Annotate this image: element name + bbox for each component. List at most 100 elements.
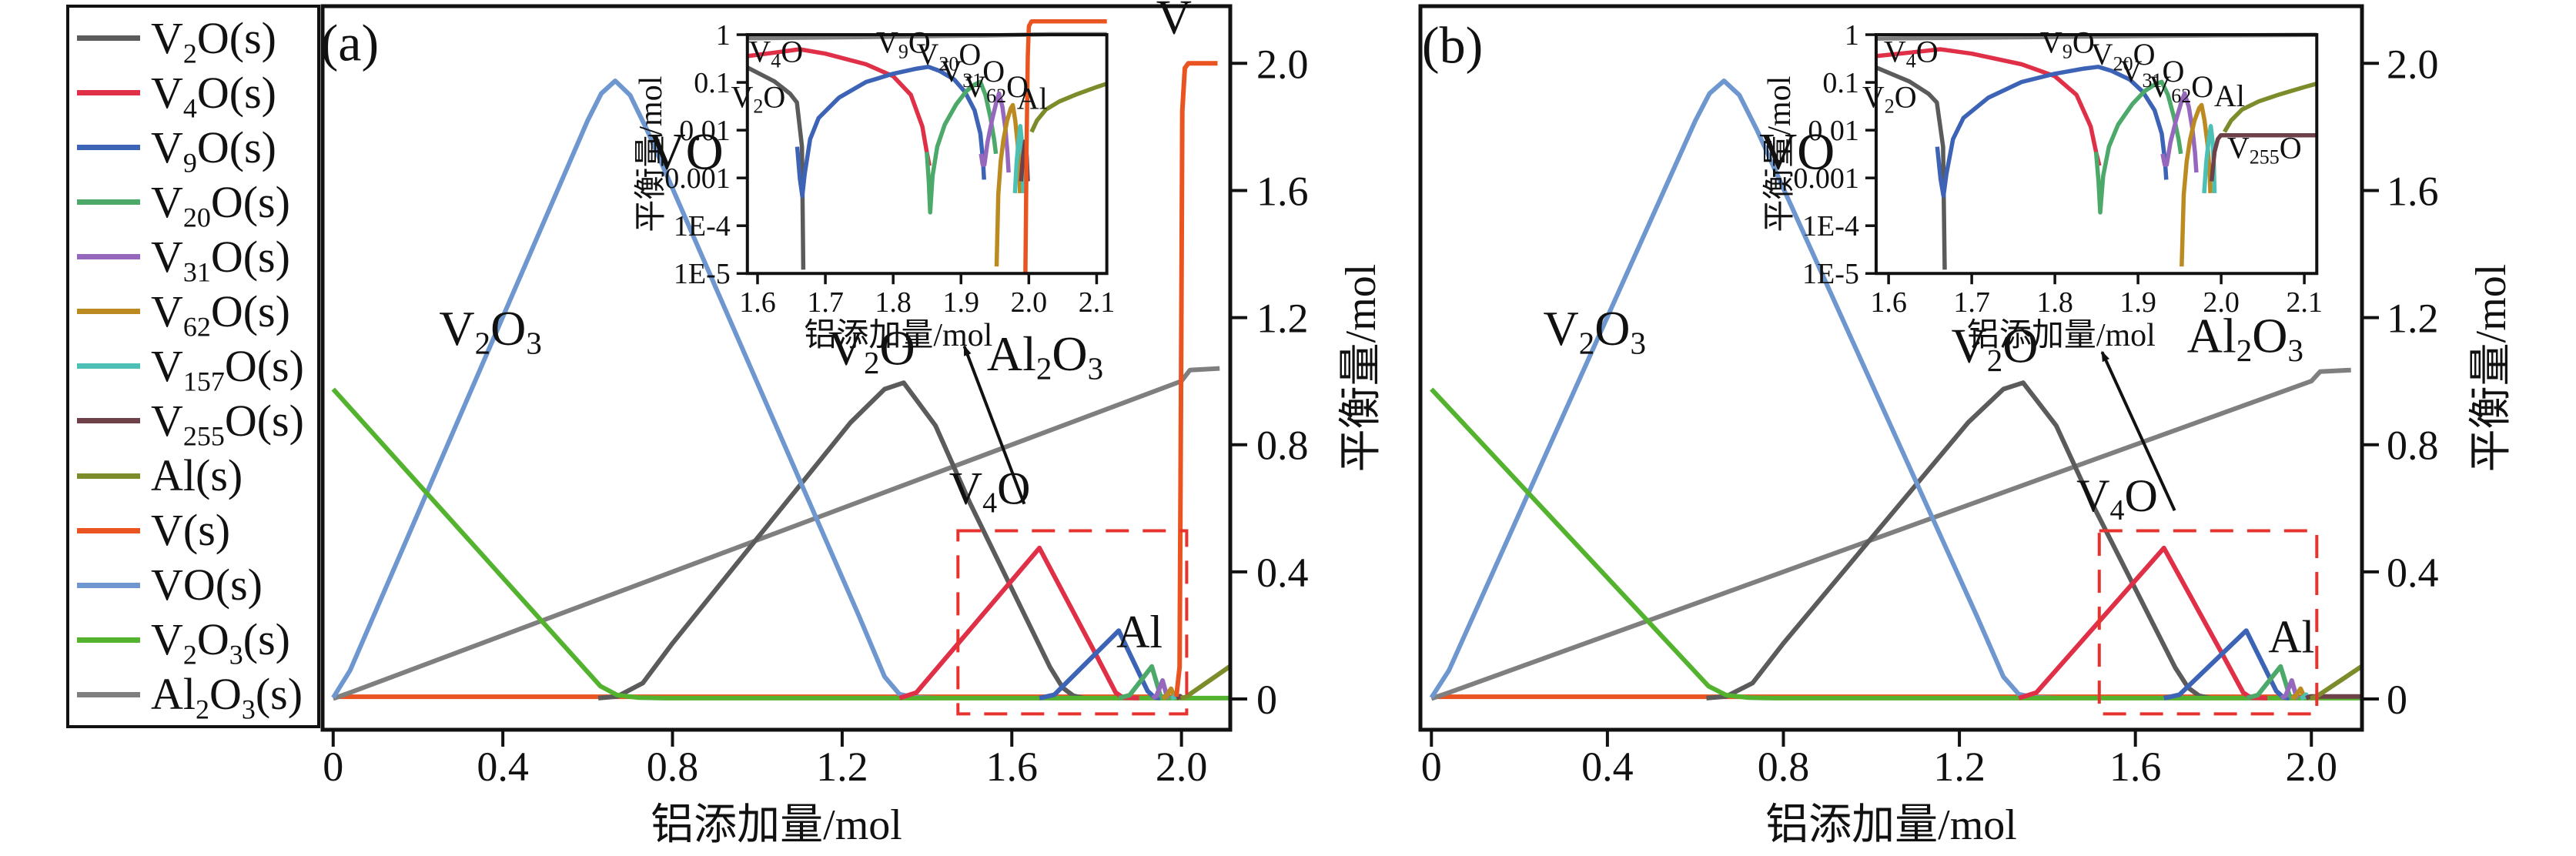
legend-swatch-v62o-icon: [77, 309, 140, 315]
highlight-dashed-box: [2097, 529, 2319, 716]
legend-label-v2o3: V2O3(s): [151, 614, 290, 670]
panel-b: 0 0.4 0.8 1.2 1.6 2.0 铝添加量/mol 0 0.4 0.8 1.2 1.6 2.0…: [1418, 4, 2515, 849]
legend-label-vo: VO(s): [151, 560, 263, 610]
inset-annotation: V31O: [2120, 54, 2185, 92]
legend-swatch-v2o-icon: [77, 35, 140, 42]
y-tick-label: 1.2: [2387, 296, 2439, 342]
inset-annotation: V2O: [1862, 80, 1917, 118]
legend-swatch-v31o-icon: [77, 254, 140, 260]
x-tick-label: 0.8: [1758, 744, 1810, 790]
inset-y-tick-label: 0.001: [1793, 162, 1859, 195]
legend-item-v255o: V255O(s): [77, 398, 317, 450]
inset-series-v20o-line: [2093, 79, 2183, 215]
inset-annotation: V9O: [876, 25, 931, 62]
legend-item-v31o: V31O(s): [77, 234, 317, 286]
series-v2o3-line: [331, 387, 1230, 701]
inset-annotation: V255O: [2227, 130, 2302, 168]
annotation: Al2O3: [2187, 308, 2303, 368]
annotation: V2O: [828, 320, 915, 380]
annotation: V2O3: [1544, 301, 1646, 361]
legend-swatch-al-icon: [77, 473, 140, 479]
legend-item-v157o: V157O(s): [77, 340, 317, 397]
series-v2o-line: [597, 380, 1085, 701]
annotation: V4O: [2076, 470, 2158, 527]
series-al-line: [1179, 664, 1232, 701]
inset-x-axis: 1.6 1.7 1.8 1.9 2.0 2.1 铝添加量/mol: [1870, 273, 2323, 353]
legend-label-v2o: V2O(s): [151, 12, 276, 69]
series-v2o-line: [1706, 380, 2211, 701]
legend-swatch-v157o-icon: [77, 363, 140, 369]
annotation: VO: [647, 122, 723, 181]
legend-swatch-v20o-icon: [77, 199, 140, 206]
legend-label-v: V(s): [151, 505, 231, 556]
series-vo-line: [331, 79, 936, 701]
panel-a: 0 0.4 0.8 1.2 1.6 2.0 铝添加量/mol 0 0.4 0.8 1.2 1.6 2.0…: [320, 0, 1385, 849]
legend-item-v2o3: V2O3(s): [77, 614, 317, 670]
inset-x-tick-label: 1.8: [875, 286, 912, 319]
inset-annotation: V20O: [2091, 37, 2156, 75]
inset-annotation: V2O: [731, 80, 785, 118]
y-axis-title: 平衡量/mol: [1337, 264, 1385, 473]
inset-annotation: V4O: [1884, 34, 1939, 72]
inset-x-axis-title: 铝添加量/mol: [804, 318, 992, 353]
annotation: V2O3: [439, 301, 541, 361]
inset-y-tick-label: 1: [1845, 19, 1859, 52]
inset-x-tick-label: 2.1: [2286, 286, 2323, 319]
inset-pointer-arrow: [2100, 350, 2176, 512]
x-axis: 0 0.4 0.8 1.2 1.6 2.0 铝添加量/mol: [1421, 730, 2337, 849]
legend-item-v: V(s): [77, 508, 317, 553]
inset-annotation: Al: [2214, 79, 2245, 113]
legend-label-v20o: V20O(s): [151, 176, 290, 233]
inset-annotation: V62O: [2149, 69, 2213, 107]
series-vo-line: [1429, 79, 2056, 701]
x-tick-label: 0: [1421, 744, 1442, 790]
inset-series-v2o-line: [1875, 65, 1947, 270]
inset-series-v9o-line: [795, 65, 986, 199]
y-tick-label: 0.4: [2387, 550, 2439, 596]
x-tick-label: 0.4: [1581, 744, 1634, 790]
series-v4o-line: [898, 545, 1139, 701]
inset-x-axis: 1.6 1.7 1.8 1.9 2.0 2.1 铝添加量/mol: [739, 273, 1115, 353]
annotation: V2O: [1952, 318, 2039, 378]
inset-x-tick-label: 1.9: [2119, 286, 2156, 319]
x-tick-label: 0.8: [647, 744, 699, 790]
inset-series-v20o-line: [925, 79, 999, 215]
legend-label-v62o: V62O(s): [151, 286, 290, 343]
inset-annotation: V62O: [964, 69, 1029, 107]
inset-y-tick-label: 0.1: [1822, 67, 1859, 99]
inset-x-tick-label: 1.7: [1953, 286, 1990, 319]
legend-label-v9o: V9O(s): [151, 122, 276, 179]
legend-swatch-v255o-icon: [77, 418, 140, 424]
plot-frame: [1418, 4, 2364, 732]
inset-annotation: V31O: [940, 54, 1005, 92]
legend-swatch-v9o-icon: [77, 145, 140, 151]
inset-y-tick-label: 0.001: [664, 162, 731, 195]
inset-frame: [745, 33, 1109, 276]
inset-series-group: [746, 18, 1108, 274]
inset-x-tick-label: 2.0: [1011, 286, 1048, 319]
y-tick-label: 0.8: [2387, 423, 2439, 469]
plot-frame: [320, 4, 1233, 732]
inset-x-tick-label: 1.6: [1870, 286, 1907, 319]
y-tick-label: 1.6: [2387, 168, 2439, 214]
legend-item-v20o: V20O(s): [77, 176, 317, 233]
inset-annotation: Al: [1017, 81, 1048, 115]
inset-series-v31o-line: [2160, 91, 2199, 173]
y-tick-label: 1.2: [1256, 296, 1309, 342]
inset-y-tick-label: 0.01: [679, 115, 731, 147]
legend-swatch-v-icon: [77, 527, 140, 533]
x-axis-title: 铝添加量/mol: [1765, 801, 2017, 849]
legend-item-v4o: V4O(s): [77, 70, 317, 122]
y-axis-right: 0 0.4 0.8 1.2 1.6 2.0 平衡量/mol: [2362, 41, 2515, 723]
y-tick-label: 0: [1256, 677, 1277, 723]
inset-series-v4o-line: [1875, 47, 2102, 166]
legend-label-al2o3: Al2O3(s): [151, 669, 303, 725]
inset-series-v4o-line: [747, 47, 932, 166]
annotation: V4O: [949, 463, 1031, 520]
legend-label-v157o: V157O(s): [151, 340, 304, 397]
y-axis-title: 平衡量/mol: [2467, 264, 2515, 473]
inset-annotation: V9O: [2040, 25, 2095, 62]
